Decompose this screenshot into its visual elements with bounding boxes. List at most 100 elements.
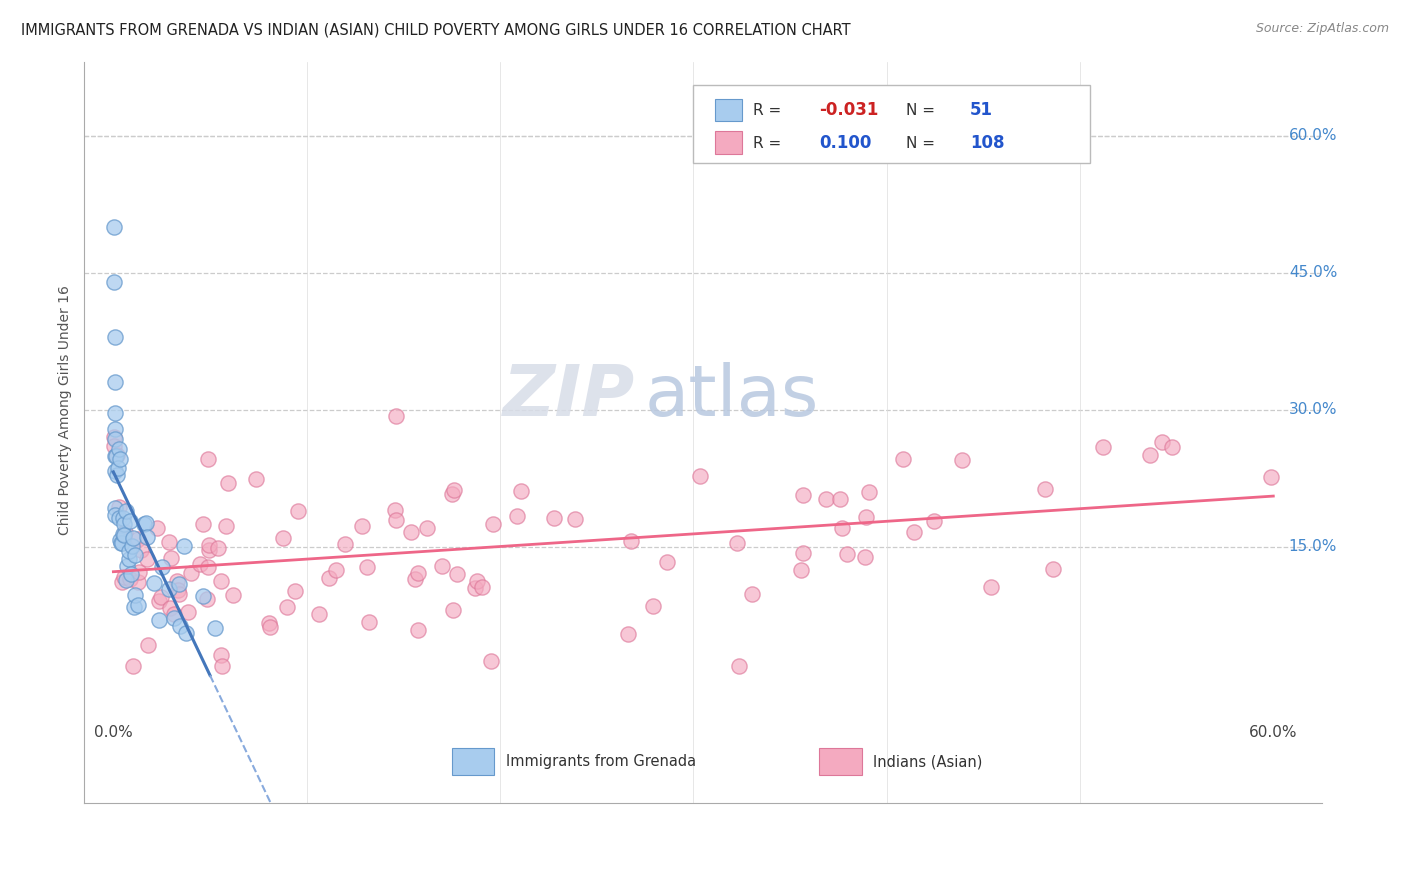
- Point: [209, 574, 232, 589]
- Point: [741, 587, 763, 601]
- Text: ZIP: ZIP: [503, 361, 636, 431]
- Point: [163, 607, 186, 622]
- Text: Indians (Asian): Indians (Asian): [873, 754, 983, 769]
- Text: R =: R =: [754, 136, 786, 151]
- Point: [114, 525, 136, 540]
- Point: [446, 566, 468, 581]
- Point: [157, 535, 180, 549]
- Point: [792, 487, 814, 501]
- Point: [104, 449, 127, 463]
- Point: [111, 510, 134, 524]
- Point: [146, 521, 169, 535]
- Point: [416, 521, 439, 535]
- Text: N =: N =: [905, 103, 939, 118]
- Point: [115, 558, 138, 573]
- Point: [135, 516, 157, 530]
- Point: [120, 514, 142, 528]
- Point: [124, 588, 146, 602]
- Text: 45.0%: 45.0%: [1289, 265, 1337, 280]
- Bar: [451, 748, 495, 775]
- Point: [148, 594, 170, 608]
- Point: [122, 532, 145, 546]
- Point: [112, 517, 135, 532]
- Point: [510, 483, 533, 498]
- Point: [103, 430, 125, 444]
- Point: [404, 572, 426, 586]
- Point: [198, 539, 221, 553]
- Point: [792, 546, 814, 560]
- Bar: [714, 131, 742, 154]
- Point: [128, 565, 150, 579]
- Point: [217, 476, 239, 491]
- Point: [689, 469, 711, 483]
- Point: [467, 574, 489, 589]
- Point: [176, 626, 198, 640]
- Point: [1161, 440, 1184, 454]
- Point: [110, 533, 132, 548]
- Point: [105, 468, 128, 483]
- Point: [790, 563, 813, 577]
- Point: [287, 504, 309, 518]
- Point: [127, 532, 149, 546]
- Point: [148, 613, 170, 627]
- Point: [443, 483, 465, 497]
- Point: [159, 551, 181, 566]
- Text: 0.100: 0.100: [818, 135, 872, 153]
- Point: [356, 560, 378, 574]
- Point: [159, 601, 181, 615]
- FancyBboxPatch shape: [693, 86, 1090, 163]
- Point: [1042, 562, 1064, 576]
- Point: [245, 472, 267, 486]
- Point: [105, 449, 128, 463]
- Point: [118, 544, 141, 558]
- Point: [115, 573, 138, 587]
- Point: [215, 518, 238, 533]
- Point: [167, 587, 190, 601]
- Text: 15.0%: 15.0%: [1289, 540, 1337, 554]
- Point: [335, 537, 357, 551]
- Point: [543, 511, 565, 525]
- Point: [271, 532, 294, 546]
- Point: [120, 567, 142, 582]
- Point: [104, 501, 127, 516]
- Point: [471, 581, 494, 595]
- Point: [815, 491, 838, 506]
- Point: [1260, 470, 1282, 484]
- Point: [108, 451, 131, 466]
- Point: [837, 548, 859, 562]
- Point: [384, 503, 406, 517]
- Point: [104, 432, 127, 446]
- Text: R =: R =: [754, 103, 786, 118]
- Point: [1152, 435, 1174, 450]
- Point: [1139, 448, 1161, 462]
- Text: 60.0%: 60.0%: [1249, 725, 1298, 740]
- Text: N =: N =: [905, 136, 939, 151]
- Point: [110, 535, 132, 549]
- Point: [127, 574, 149, 589]
- Point: [108, 442, 131, 456]
- Text: 108: 108: [970, 135, 1004, 153]
- Text: atlas: atlas: [645, 361, 820, 431]
- Point: [359, 615, 381, 630]
- Point: [352, 518, 374, 533]
- Point: [111, 535, 134, 549]
- Point: [166, 574, 188, 588]
- Point: [129, 543, 152, 558]
- Point: [108, 511, 131, 525]
- Point: [1092, 441, 1115, 455]
- Point: [506, 509, 529, 524]
- Point: [121, 658, 143, 673]
- Text: 0.0%: 0.0%: [94, 725, 132, 740]
- Point: [197, 451, 219, 466]
- Point: [657, 555, 679, 569]
- Point: [118, 552, 141, 566]
- Point: [855, 510, 877, 524]
- Text: 60.0%: 60.0%: [1289, 128, 1337, 143]
- Point: [120, 572, 142, 586]
- Point: [385, 513, 408, 527]
- Point: [150, 591, 173, 605]
- Point: [619, 533, 641, 548]
- Point: [188, 557, 211, 571]
- Point: [104, 406, 127, 420]
- Point: [828, 492, 851, 507]
